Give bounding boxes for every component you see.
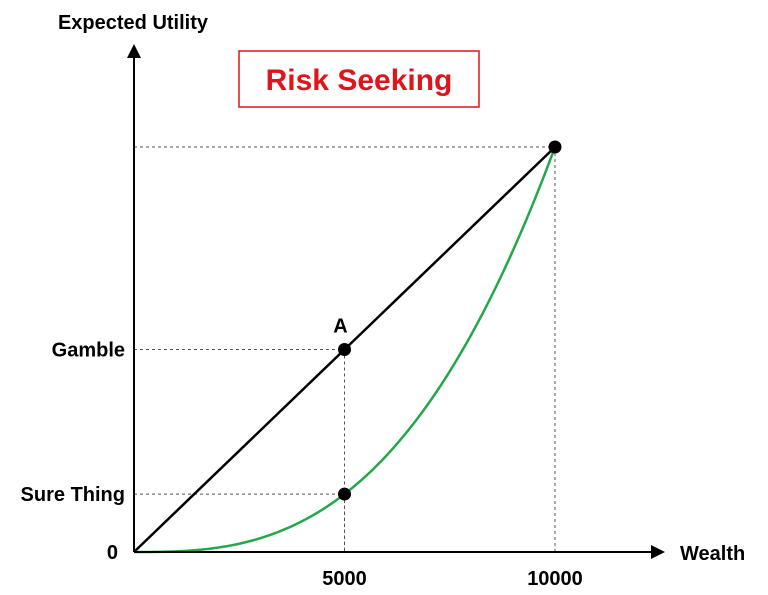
point-label-0: A	[333, 316, 347, 338]
y-tick-label-0: 0	[107, 542, 118, 564]
x-axis-arrow	[651, 545, 665, 559]
data-point-0	[338, 343, 351, 356]
guide-lines	[134, 146, 556, 552]
y-tick-label-2: Gamble	[52, 340, 125, 362]
data-point-2	[548, 140, 562, 154]
axes	[127, 44, 665, 559]
data-point-1	[338, 487, 351, 501]
chart-title-group: Risk Seeking	[238, 50, 480, 108]
chart-title-box	[238, 50, 480, 108]
x-axis-label: Wealth	[680, 543, 745, 565]
y-axis-arrow	[127, 44, 141, 58]
y-tick-label-1: Sure Thing	[21, 484, 125, 506]
tick-labels: 5000 10000 0 Sure Thing Gamble	[21, 340, 583, 591]
chart-title: Risk Seeking	[266, 64, 453, 97]
x-tick-label-1: 10000	[527, 568, 583, 590]
x-tick-label-0: 5000	[322, 568, 367, 590]
data-points: A	[333, 140, 562, 501]
y-axis-label: Expected Utility	[58, 12, 209, 34]
